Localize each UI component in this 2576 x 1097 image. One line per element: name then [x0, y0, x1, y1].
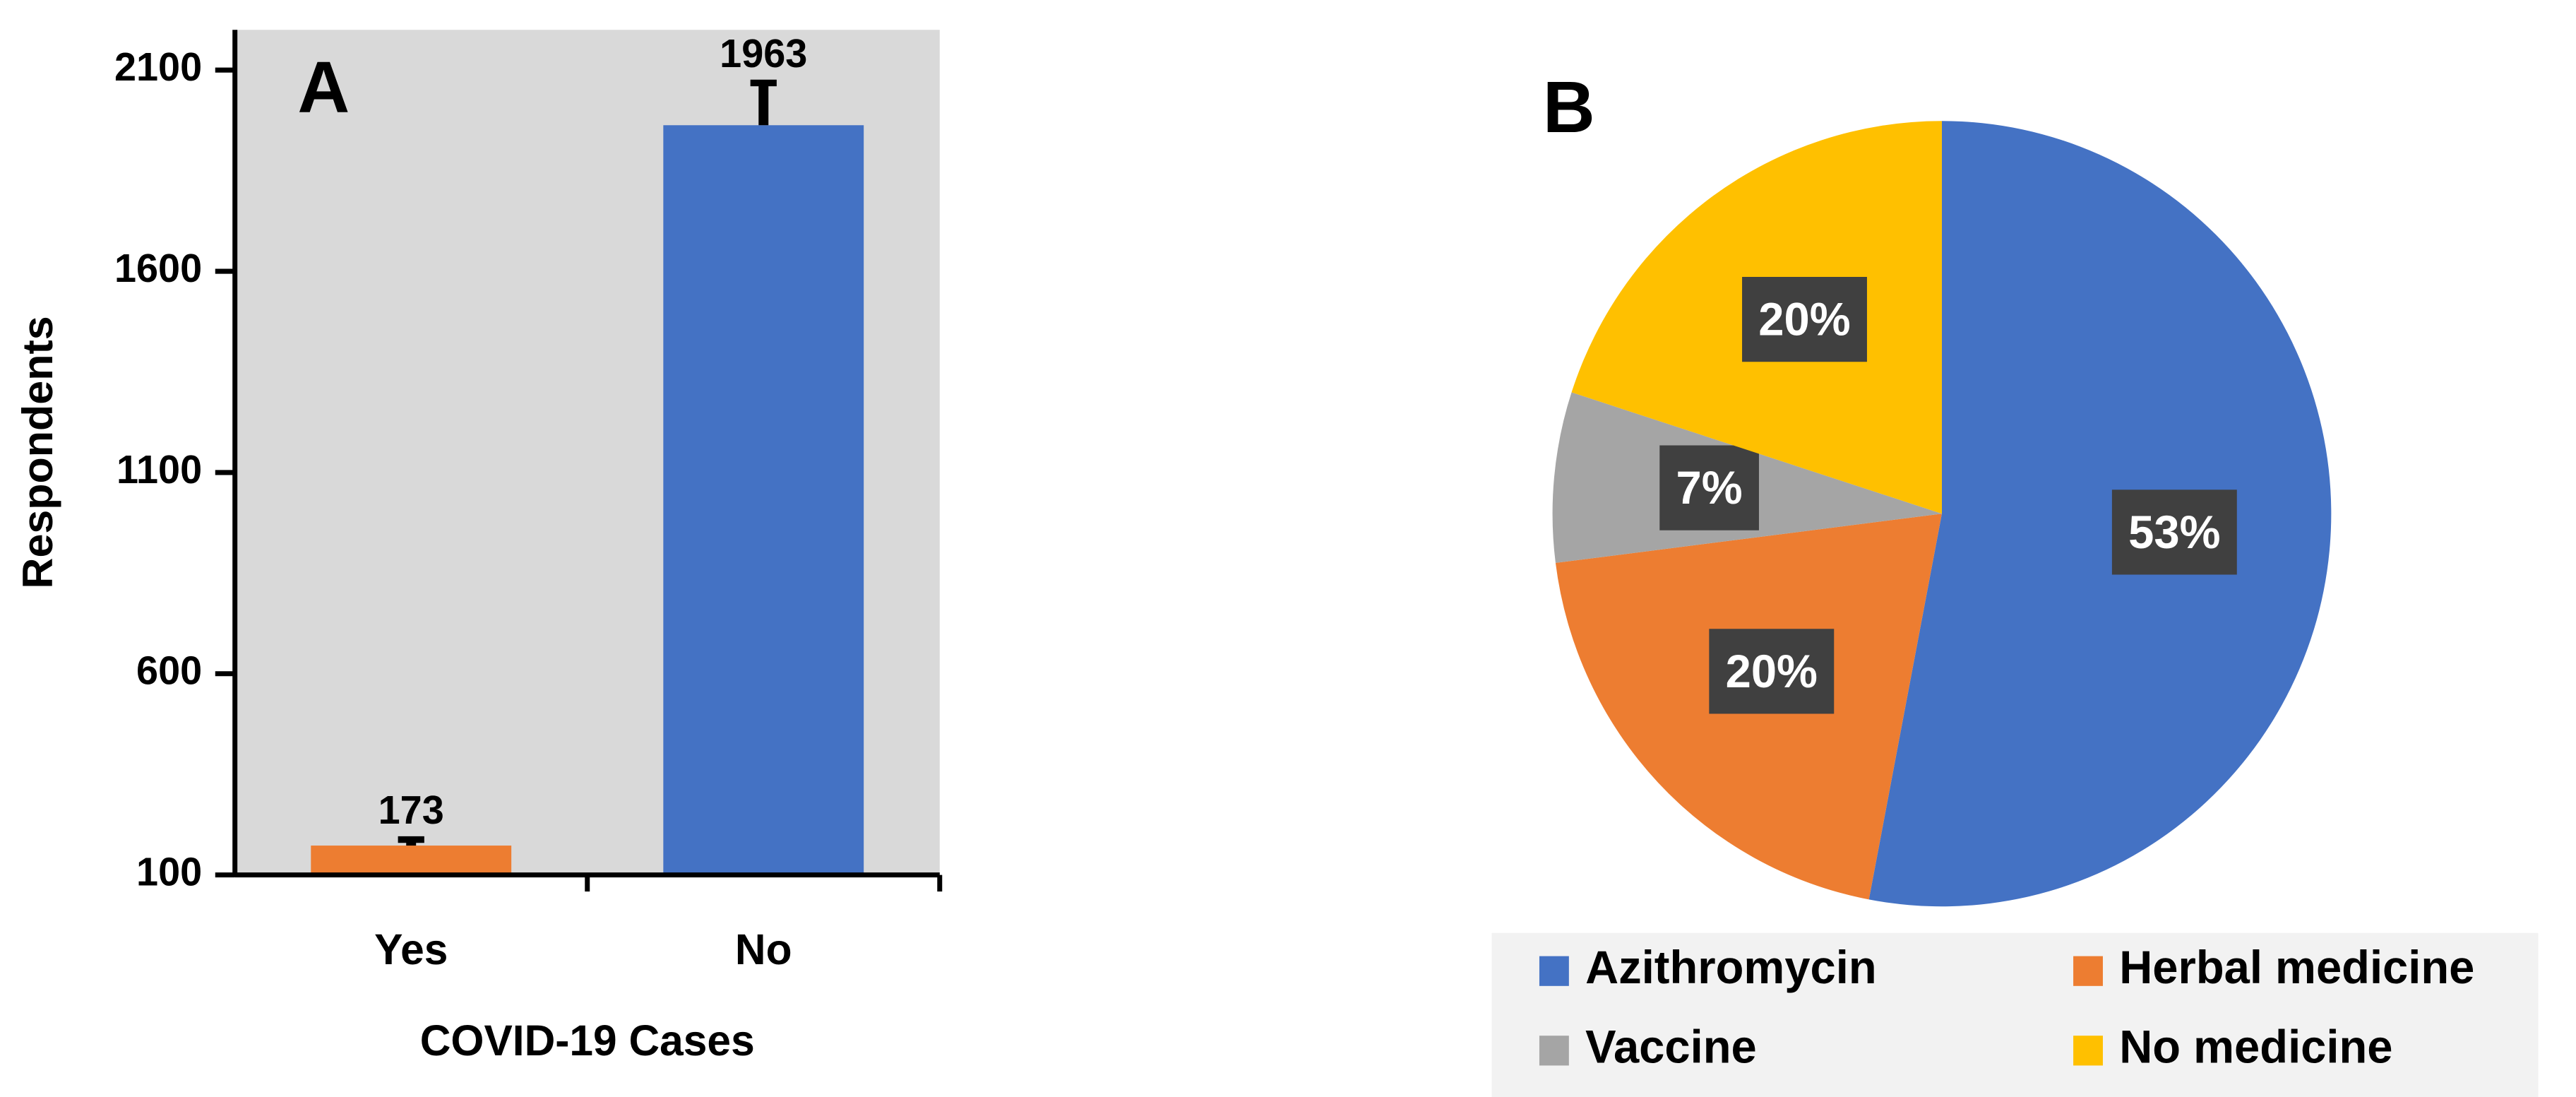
bar [663, 125, 864, 875]
bar [311, 846, 512, 875]
legend-swatch [2073, 1036, 2103, 1066]
legend-label: No medicine [2119, 1021, 2392, 1072]
legend-label: Azithromycin [1585, 942, 1877, 993]
legend-background [1491, 932, 2539, 1097]
x-axis-title: COVID-19 Cases [420, 1016, 755, 1065]
legend-label: Herbal medicine [2119, 942, 2474, 993]
slice-label-text: 20% [1758, 293, 1850, 345]
slice-label: 20% [1709, 629, 1835, 714]
pie-slice [1868, 121, 2332, 907]
slice-label-box [1709, 629, 1835, 714]
legend-swatch [1539, 956, 1569, 986]
data-label: 1963 [720, 31, 807, 76]
slice-label: 20% [1742, 277, 1867, 362]
y-tick-label: 600 [136, 648, 202, 692]
panel-label: B [1543, 66, 1595, 147]
slice-label-text: 20% [1726, 646, 1818, 697]
y-tick-label: 100 [136, 849, 202, 894]
y-axis-title: Respondents [13, 316, 61, 588]
x-tick-label: Yes [374, 925, 448, 973]
slice-label: 7% [1659, 445, 1759, 530]
panel-label: A [297, 46, 350, 127]
slice-label-box [1742, 277, 1867, 362]
legend-label: Vaccine [1585, 1021, 1757, 1072]
slice-label-box [2111, 490, 2237, 575]
y-tick-label: 2100 [114, 45, 202, 89]
y-tick-label: 1100 [117, 447, 202, 492]
slice-label: 53% [2111, 490, 2237, 575]
legend-swatch [1539, 1036, 1569, 1066]
legend-swatch [2073, 956, 2103, 986]
x-tick-label: No [735, 925, 792, 973]
data-label: 173 [378, 788, 444, 832]
slice-label-box [1659, 445, 1759, 530]
slice-label-text: 7% [1676, 462, 1743, 514]
y-tick-label: 1600 [114, 246, 202, 290]
slice-label-text: 53% [2128, 506, 2220, 558]
